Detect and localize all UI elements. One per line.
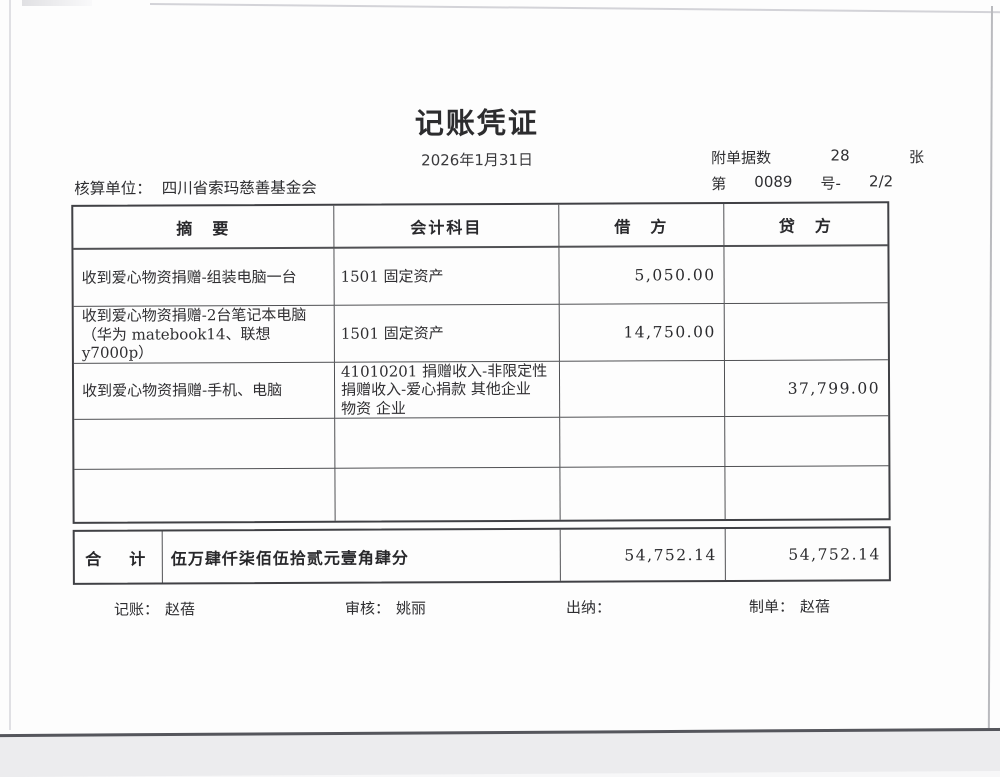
debit-cell: [560, 417, 725, 468]
total-amount-in-words: 伍万肆仟柒佰伍拾贰元壹角肆分: [163, 530, 561, 583]
total-credit-cell: 54,752.14: [726, 528, 889, 580]
debit-cell: [560, 467, 725, 520]
credit-cell: 37,799.00: [725, 360, 888, 417]
voucher-no-prefix: 第: [711, 173, 726, 194]
voucher-no-number: 0089: [754, 173, 792, 194]
voucher-title: 记账凭证: [347, 100, 607, 143]
account-cell: 41010201 捐赠收入-非限定性 捐赠收入-爱心捐款 其他企业 物资 企业: [335, 362, 560, 419]
header-credit: 贷 方: [724, 203, 887, 247]
total-label: 合 计: [75, 531, 163, 582]
bookkeeper-name: 赵蓓: [165, 598, 195, 619]
account-cell: 1501 固定资产: [334, 248, 559, 306]
voucher-table: 摘 要 会计科目 借 方 贷 方 收到爱心物资捐赠-组装电脑一台 1501 固定…: [71, 201, 890, 524]
preparer-label: 制单：: [749, 596, 794, 617]
cashier-label: 出纳：: [566, 597, 611, 618]
attached-documents-row: 附单据数 28 张: [711, 146, 924, 168]
summary-cell: [74, 469, 335, 522]
reviewer-name: 姚丽: [396, 597, 426, 618]
debit-cell: 14,750.00: [560, 304, 725, 362]
voucher-no-suffix: 号-: [820, 173, 841, 194]
attach-label: 附单据数: [711, 147, 771, 168]
accounting-unit-row: 核算单位： 四川省索玛慈善基金会: [74, 176, 317, 199]
bookkeeper-label: 记账：: [114, 598, 159, 619]
voucher-document: 记账凭证 2026年1月31日 附单据数 28 张 核算单位： 四川省索玛慈善基…: [0, 0, 1000, 752]
summary-cell: 收到爱心物资捐赠-手机、电脑: [74, 363, 335, 420]
scanned-page: 记账凭证 2026年1月31日 附单据数 28 张 核算单位： 四川省索玛慈善基…: [0, 0, 1000, 750]
header-account: 会计科目: [334, 205, 559, 249]
voucher-date: 2026年1月31日: [377, 149, 577, 171]
reviewer-label: 审核：: [345, 597, 390, 618]
attach-count: 28: [830, 146, 849, 167]
debit-cell: [560, 361, 725, 418]
voucher-page-number: 2/2: [869, 172, 893, 193]
header-summary: 摘 要: [73, 206, 334, 250]
summary-cell: [74, 419, 335, 470]
total-debit-cell: 54,752.14: [561, 529, 726, 581]
credit-cell: [724, 246, 887, 304]
preparer-name: 赵蓓: [800, 596, 830, 617]
summary-cell: 收到爱心物资捐赠-组装电脑一台: [73, 249, 334, 307]
unit-value: 四川省索玛慈善基金会: [162, 176, 317, 199]
reviewer-signature: 审核： 姚丽: [345, 597, 426, 618]
credit-cell: [725, 466, 888, 519]
cashier-signature: 出纳：: [566, 596, 617, 617]
credit-cell: [725, 416, 888, 467]
preparer-signature: 制单： 赵蓓: [749, 596, 830, 617]
voucher-number-row: 第 0089 号- 2/2: [711, 172, 893, 194]
account-cell: [335, 418, 560, 469]
credit-cell: [725, 303, 888, 361]
bookkeeper-signature: 记账： 赵蓓: [114, 598, 195, 619]
summary-cell: 收到爱心物资捐赠-2台笔记本电脑 （华为 matebook14、联想y7000p…: [74, 306, 335, 364]
account-cell: [335, 468, 560, 521]
attach-unit: 张: [909, 146, 924, 167]
total-row: 合 计 伍万肆仟柒佰伍拾贰元壹角肆分 54,752.14 54,752.14: [73, 526, 891, 585]
account-cell: 1501 固定资产: [335, 305, 560, 363]
debit-cell: 5,050.00: [559, 247, 724, 305]
unit-label: 核算单位：: [74, 177, 152, 199]
header-debit: 借 方: [559, 204, 724, 248]
